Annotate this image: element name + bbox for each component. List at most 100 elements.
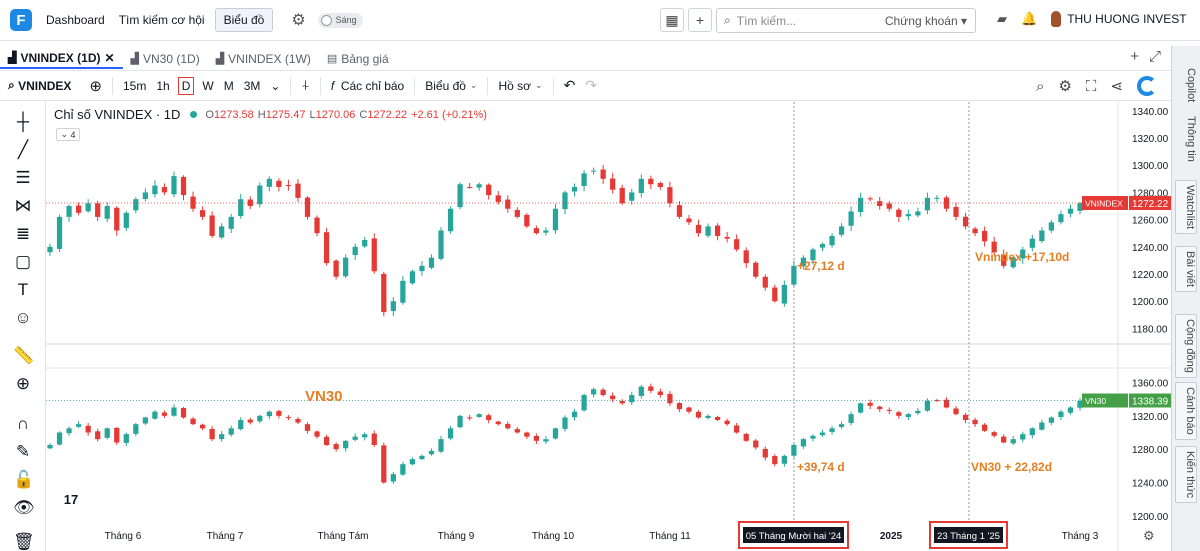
divider: [414, 76, 416, 95]
ohlc-open: O1273.58: [205, 108, 254, 121]
candle-body: [343, 440, 349, 449]
search-icon: ⌕: [8, 78, 19, 92]
interval-m[interactable]: M: [223, 78, 234, 93]
candle-body: [982, 424, 988, 431]
trend-line-icon[interactable]: ╱: [17, 140, 29, 159]
candle-body: [123, 212, 129, 228]
candle-body: [428, 257, 435, 268]
redo-icon[interactable]: ↷: [585, 77, 598, 93]
candle-body: [657, 391, 663, 395]
gear-icon[interactable]: ⚙: [291, 12, 306, 29]
bell-icon[interactable]: 🔔: [1021, 11, 1038, 26]
fib-icon[interactable]: ≣: [15, 224, 31, 243]
profile-button[interactable]: Hồ sơ ⌄: [498, 78, 543, 93]
avatar[interactable]: [1051, 11, 1062, 27]
pattern-icon[interactable]: ⋈: [14, 196, 32, 215]
candle-body: [75, 205, 82, 213]
indicators-button[interactable]: f Các chỉ báo: [330, 78, 405, 93]
symbol-search[interactable]: ⌕ VNINDEX: [8, 78, 72, 93]
candle-body: [934, 400, 940, 402]
text-icon[interactable]: T: [17, 280, 29, 299]
candle-body: [629, 395, 635, 403]
crosshair-icon[interactable]: ┼: [16, 112, 30, 131]
series-name-label: VNINDEX: [1085, 198, 1123, 208]
close-icon[interactable]: ✕: [104, 50, 115, 65]
sidebar-item-info[interactable]: Thông tin: [1185, 116, 1197, 162]
sidebar-item-posts[interactable]: Bài viết: [1175, 246, 1197, 293]
interval-w[interactable]: W: [202, 78, 214, 93]
tab-price-board[interactable]: ▤ Bảng giá: [319, 48, 397, 69]
compare-add-icon[interactable]: ⊕: [89, 77, 102, 95]
fullscreen-icon[interactable]: ⛶: [1085, 77, 1097, 95]
candle-body: [896, 412, 902, 416]
candle-body: [409, 459, 416, 465]
sidebar-item-copilot[interactable]: Copilot: [1185, 68, 1197, 103]
search-input[interactable]: ⌕ Tìm kiếm... Chứng khoán ▾: [716, 8, 976, 33]
chat-icon[interactable]: ▰: [997, 11, 1007, 26]
lock-icon[interactable]: 🔓: [13, 470, 35, 489]
nav-dashboard[interactable]: Dashboard: [46, 13, 105, 27]
chart-area[interactable]: 1180.00 1200.00 1220.00 1240.00 1260.00 1280.…: [46, 102, 1171, 551]
tab-vn30-1d[interactable]: ▟ VN30 (1D): [123, 48, 208, 69]
indicators-collapse-button[interactable]: ⌄ 4: [56, 128, 80, 141]
tradingview-logo[interactable]: 17: [63, 492, 79, 507]
candle-body: [47, 445, 53, 449]
sidebar-item-knowledge[interactable]: Kiến thức: [1175, 446, 1197, 504]
nav-chart[interactable]: Biểu đồ: [214, 8, 274, 32]
candle-body: [610, 395, 616, 400]
candle-body: [695, 411, 702, 418]
tab-vnindex-1d[interactable]: ▟ VNINDEX (1D) ✕: [0, 48, 123, 69]
layout-grid-icon[interactable]: ▦: [660, 8, 684, 32]
rectangle-icon[interactable]: ▢: [14, 252, 32, 271]
horizontal-lines-icon[interactable]: ☰: [15, 168, 31, 187]
tab-vnindex-1w[interactable]: ▟ VNINDEX (1W): [208, 48, 319, 69]
brand-logo-icon[interactable]: [1137, 76, 1157, 96]
ruler-icon[interactable]: 📏: [13, 346, 35, 365]
candle-body: [247, 419, 253, 423]
candle-body: [476, 414, 482, 417]
expand-icon[interactable]: ⤢: [1148, 48, 1161, 65]
magnet-icon[interactable]: ∩: [16, 414, 30, 433]
settings-icon[interactable]: ⚙: [1058, 78, 1072, 95]
lock-drawing-icon[interactable]: ✎: [15, 442, 31, 461]
sidebar-item-watchlist[interactable]: Watchlist: [1175, 180, 1197, 235]
interval-1h[interactable]: 1h: [156, 78, 170, 93]
share-icon[interactable]: ⋖: [1110, 78, 1123, 95]
add-icon[interactable]: +: [688, 8, 712, 32]
candle-body: [762, 448, 768, 458]
candle-body: [390, 301, 396, 312]
axis-settings-icon[interactable]: ⚙: [1143, 528, 1155, 543]
undo-icon[interactable]: ↶: [563, 77, 576, 93]
candle-body: [199, 210, 206, 217]
candle-body: [533, 228, 540, 234]
nav-find-opportunities[interactable]: Tìm kiếm cơ hội: [118, 13, 205, 27]
add-tab-icon[interactable]: +: [1130, 48, 1139, 65]
quick-search-icon[interactable]: ⌕: [1036, 77, 1045, 95]
search-category-select[interactable]: Chứng khoán ▾: [884, 13, 967, 28]
candle-body: [228, 216, 234, 229]
candle-body: [552, 208, 559, 231]
candle-body: [991, 432, 997, 436]
emoji-icon[interactable]: ☺: [14, 308, 32, 327]
interval-3m[interactable]: 3M: [243, 78, 261, 93]
x-tick-label: Tháng 3: [1062, 531, 1099, 542]
candle-body: [343, 257, 349, 277]
chart-type-button[interactable]: Biểu đồ ⌄: [425, 78, 478, 93]
trash-icon[interactable]: 🗑: [13, 532, 35, 551]
candle-body: [543, 439, 549, 442]
eye-icon[interactable]: 👁: [13, 498, 35, 517]
user-name[interactable]: THU HUONG INVEST: [1067, 12, 1187, 26]
theme-toggle[interactable]: Sáng: [317, 12, 363, 28]
zoom-in-icon[interactable]: ⊕: [15, 374, 31, 393]
app-logo[interactable]: F: [10, 9, 32, 31]
interval-d[interactable]: D: [177, 76, 195, 95]
top-navigation: F Dashboard Tìm kiếm cơ hội Biểu đồ ⚙ Sá…: [0, 0, 1200, 41]
interval-dropdown-icon[interactable]: ⌄: [270, 78, 281, 93]
candle-body: [85, 203, 91, 212]
chevron-down-icon: ⌄: [60, 129, 68, 139]
candle-type-icon[interactable]: ⍭: [301, 77, 310, 93]
interval-15m[interactable]: 15m: [122, 78, 147, 93]
candle-body: [171, 407, 177, 416]
sidebar-item-community[interactable]: Cộng đồng: [1175, 314, 1197, 378]
sidebar-item-alerts[interactable]: Cảnh báo: [1175, 382, 1197, 440]
